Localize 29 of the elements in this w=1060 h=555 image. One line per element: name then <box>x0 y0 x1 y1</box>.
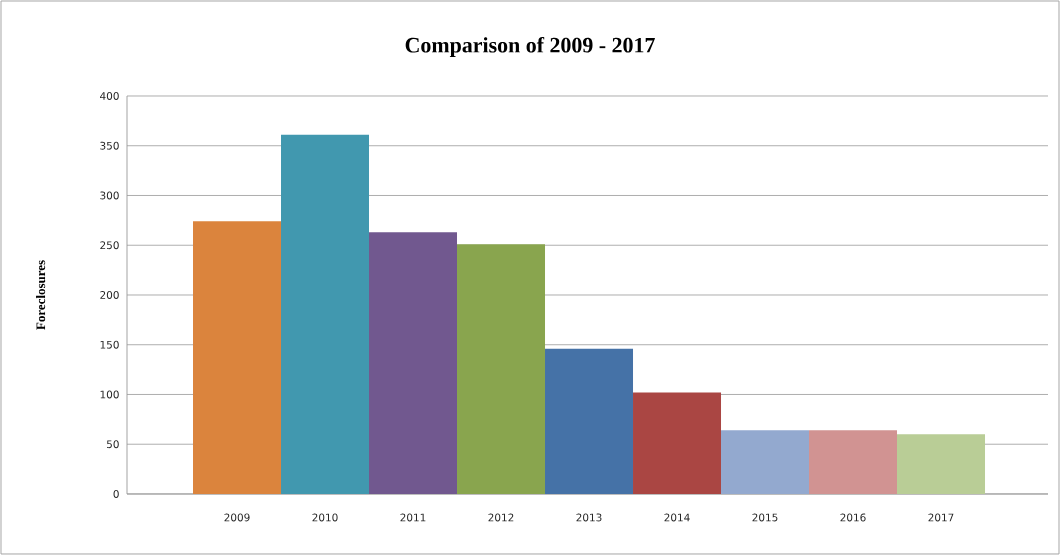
y-tick-label: 300 <box>100 191 119 200</box>
x-tick-label: 2012 <box>488 513 514 522</box>
bar <box>281 134 370 494</box>
x-tick-label: 2009 <box>224 513 250 522</box>
y-tick-label: 0 <box>113 490 119 498</box>
x-tick-label: 2014 <box>664 513 690 522</box>
y-tick-label: 200 <box>100 291 119 299</box>
x-tick-label: 2011 <box>400 513 426 522</box>
bar <box>369 232 458 494</box>
bar <box>809 430 898 494</box>
y-tick-label: 100 <box>100 390 119 399</box>
x-tick-label: 2015 <box>752 513 778 522</box>
y-tick-label: 50 <box>106 440 119 449</box>
y-tick-label: 350 <box>100 141 119 150</box>
bar <box>897 434 986 494</box>
x-tick-label: 2016 <box>840 513 866 522</box>
bar <box>721 430 810 494</box>
bar <box>545 348 634 494</box>
y-tick-label: 400 <box>100 92 119 100</box>
y-tick-label: 150 <box>100 340 119 349</box>
x-tick-label: 2013 <box>576 513 602 522</box>
x-tick-label: 2017 <box>928 513 954 522</box>
chart-title: Comparison of 2009 - 2017 <box>405 36 655 58</box>
y-axis-title: Foreclosures <box>36 260 46 330</box>
x-tick-label: 2010 <box>312 513 338 522</box>
bar <box>457 244 546 494</box>
bar <box>633 392 722 494</box>
bar <box>193 221 282 494</box>
y-tick-label: 250 <box>100 241 119 250</box>
